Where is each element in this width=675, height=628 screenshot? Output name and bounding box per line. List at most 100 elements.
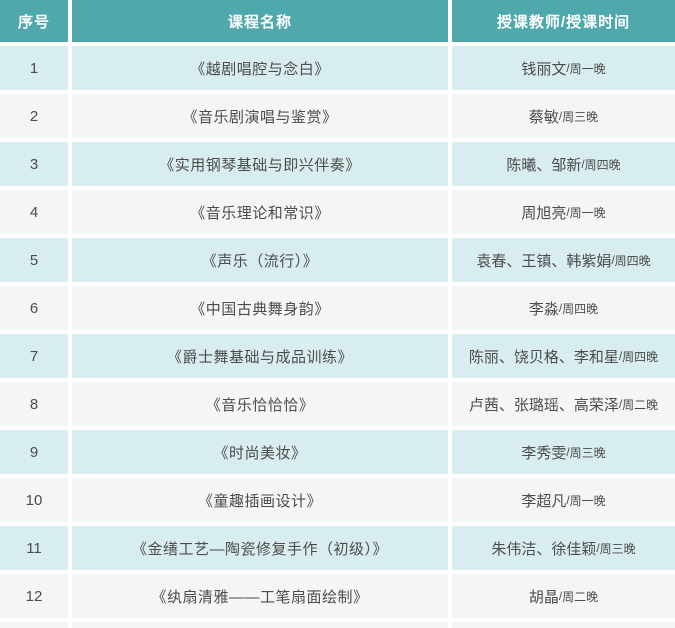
separator-slash: / [558,109,563,123]
row-number: 7 [29,347,39,365]
class-time: 周四晚 [584,157,621,172]
class-time: 周二晚 [622,397,659,412]
teacher-time-cell: 卢茜、张璐瑶、高荣泽 / 周二晚 [452,382,675,426]
teacher-time-cell: 蔡敏 / 周三晚 [452,94,675,138]
teacher-time-cell: 李秀雯 / 周三晚 [452,430,675,474]
class-time: 周三晚 [599,541,636,556]
teacher-time-cell: 胡晶 / 周二晚 [452,574,675,618]
teacher-names: 钱丽文 [521,60,567,78]
row-number: 6 [29,299,39,317]
separator-slash: / [566,205,570,219]
row-number-cell: 11 [0,526,68,570]
row-number: 11 [26,539,42,557]
course-name-cell: 《童趣插画设计》 [72,478,448,522]
teacher-time-cell: 李淼 / 周四晚 [452,286,675,330]
course-name: 《童趣插画设计》 [197,492,322,510]
row-number-cell: 2 [0,94,68,138]
teacher-names: 卢茜、张璐瑶、高荣泽 [468,396,619,414]
course-name: 《纨扇清雅——工笔扇面绘制》 [151,588,369,606]
course-name: 《音乐理论和常识》 [190,204,330,222]
course-name-cell: 《音乐理论和常识》 [72,190,448,234]
teacher-names: 朱伟洁、徐佳颖 [491,540,597,558]
teacher-time-cell: 钱丽文 / 周一晚 [452,46,675,90]
class-time: 周一晚 [569,61,606,76]
separator-slash: / [558,589,563,603]
class-time: 周一晚 [569,493,606,508]
teacher-time-cell: 周旭亮 / 周一晚 [452,190,675,234]
course-name: 《越剧唱腔与念白》 [190,60,330,78]
course-name: 《中国古典舞身韵》 [190,300,330,318]
row-number: 10 [25,491,43,509]
class-time: 周三晚 [562,109,599,124]
row-number: 12 [25,587,43,605]
row-number: 5 [29,251,39,269]
teacher-names: 李秀雯 [521,444,567,462]
separator-slash: / [566,61,570,75]
row-number: 4 [29,203,39,221]
course-name: 《音乐剧演唱与鉴赏》 [182,108,338,126]
teacher-names: 陈曦、邹新 [506,156,582,174]
row-number: 8 [29,395,39,413]
separator-slash: / [596,541,600,555]
teacher-time-cell: 陈丽、饶贝格、李和星 / 周四晚 [452,334,675,378]
row-number-cell: 8 [0,382,68,426]
teacher-names: 陈丽、饶贝格、李和星 [468,348,619,366]
row-number-cell: 9 [0,430,68,474]
separator-slash: / [566,445,570,459]
row-number-cell: 1 [0,46,68,90]
row-number-cell: 3 [0,142,68,186]
course-name: 《声乐（流行）》 [201,252,319,270]
course-name-cell: 《金缮工艺—陶瓷修复手作（初级）》 [72,526,448,570]
row-number-cell: 4 [0,190,68,234]
teacher-names: 李淼 [528,300,559,318]
teacher-time-cell: 陈曦、邹新 / 周四晚 [452,142,675,186]
class-time: 周一晚 [569,205,606,220]
teacher-time-cell: 李超凡 / 周一晚 [452,478,675,522]
separator-slash: / [618,397,623,411]
column-header-index: 序号 [0,0,68,42]
class-time: 周四晚 [614,253,651,268]
course-name-cell: 《时尚美妆》 [72,430,448,474]
row-number: 3 [29,155,39,173]
column-header-course-name: 课程名称 [72,0,448,42]
row-number-cell: 7 [0,334,68,378]
row-number-cell: 10 [0,478,68,522]
teacher-time-cell: 袁春、王镇、韩紫娟 / 周四晚 [452,238,675,282]
course-name-cell: 《声乐（流行）》 [72,238,448,282]
course-name: 《音乐恰恰恰》 [205,396,315,414]
row-number: 2 [29,107,39,125]
course-name-cell: 《爵士舞基础与成品训练》 [72,334,448,378]
class-time: 周四晚 [622,349,659,364]
column-header-teacher-time: 授课教师/授课时间 [452,0,675,42]
partial-cell [452,622,675,628]
teacher-names: 蔡敏 [528,108,559,126]
course-name: 《金缮工艺—陶瓷修复手作（初级）》 [131,540,388,558]
class-time: 周四晚 [562,301,599,316]
separator-slash: / [566,493,570,507]
course-name-cell: 《实用钢琴基础与即兴伴奏》 [72,142,448,186]
course-name: 《时尚美妆》 [213,444,307,462]
separator-slash: / [581,157,585,171]
separator-slash: / [611,253,615,267]
course-name: 《实用钢琴基础与即兴伴奏》 [159,156,361,174]
row-number-cell: 12 [0,574,68,618]
course-name: 《爵士舞基础与成品训练》 [166,348,353,366]
teacher-time-cell: 朱伟洁、徐佳颖 / 周三晚 [452,526,675,570]
course-name-cell: 《纨扇清雅——工笔扇面绘制》 [72,574,448,618]
course-name-cell: 《中国古典舞身韵》 [72,286,448,330]
course-name-cell: 《音乐恰恰恰》 [72,382,448,426]
partial-cell [0,622,68,628]
teacher-names: 李超凡 [521,492,567,510]
course-name-cell: 《音乐剧演唱与鉴赏》 [72,94,448,138]
teacher-names: 胡晶 [528,588,559,606]
separator-slash: / [618,349,623,363]
teacher-names: 周旭亮 [521,204,567,222]
course-name-cell: 《越剧唱腔与念白》 [72,46,448,90]
class-time: 周二晚 [562,589,599,604]
partial-cell [72,622,448,628]
class-time: 周三晚 [569,445,606,460]
teacher-names: 袁春、王镇、韩紫娟 [476,252,612,270]
row-number-cell: 6 [0,286,68,330]
